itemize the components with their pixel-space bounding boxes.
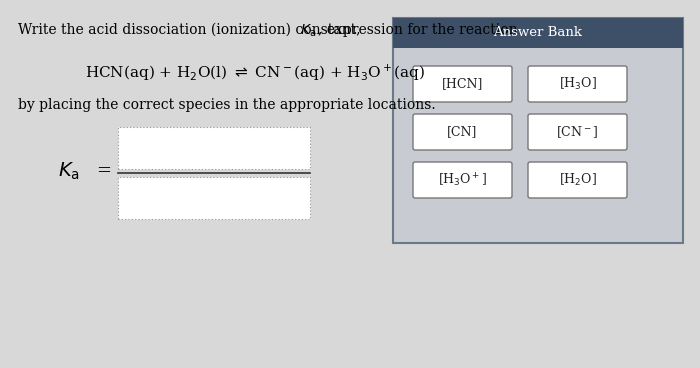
- Text: Answer Bank: Answer Bank: [494, 26, 582, 39]
- Text: [HCN]: [HCN]: [442, 78, 483, 91]
- Text: [H$_3$O$^+$]: [H$_3$O$^+$]: [438, 171, 487, 189]
- FancyBboxPatch shape: [413, 114, 512, 150]
- Text: $K_\mathrm{a}$: $K_\mathrm{a}$: [58, 160, 80, 182]
- Text: $K_\mathrm{a}$: $K_\mathrm{a}$: [300, 23, 316, 39]
- FancyBboxPatch shape: [118, 127, 310, 169]
- Text: Write the acid dissociation (ionization) constant,: Write the acid dissociation (ionization)…: [18, 23, 365, 37]
- FancyBboxPatch shape: [393, 18, 683, 243]
- Text: , expression for the reaction: , expression for the reaction: [318, 23, 517, 37]
- Text: [H$_3$O]: [H$_3$O]: [559, 76, 596, 92]
- FancyBboxPatch shape: [528, 114, 627, 150]
- Text: [CN$^-$]: [CN$^-$]: [556, 124, 598, 140]
- Text: [H$_2$O]: [H$_2$O]: [559, 172, 596, 188]
- FancyBboxPatch shape: [413, 162, 512, 198]
- FancyBboxPatch shape: [528, 162, 627, 198]
- FancyBboxPatch shape: [118, 177, 310, 219]
- FancyBboxPatch shape: [393, 18, 683, 48]
- Text: HCN(aq) + H$_2$O(l) $\rightleftharpoons$ CN$^-$(aq) + H$_3$O$^+$(aq): HCN(aq) + H$_2$O(l) $\rightleftharpoons$…: [85, 63, 426, 83]
- Text: [CN]: [CN]: [447, 125, 477, 138]
- Text: =: =: [96, 162, 111, 180]
- FancyBboxPatch shape: [413, 66, 512, 102]
- Text: by placing the correct species in the appropriate locations.: by placing the correct species in the ap…: [18, 98, 435, 112]
- FancyBboxPatch shape: [528, 66, 627, 102]
